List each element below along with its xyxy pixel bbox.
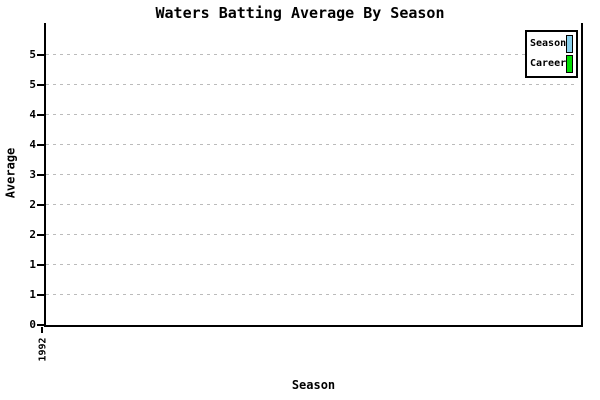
y-tick-label: 1 — [29, 258, 36, 271]
legend-label-career: Career — [530, 58, 567, 69]
y-tick-label: 0 — [29, 318, 36, 331]
y-tick-label: 3 — [29, 168, 36, 181]
gridline — [46, 204, 577, 205]
y-tick-mark — [37, 264, 44, 266]
legend-item-career: Career — [530, 55, 573, 73]
gridline — [46, 234, 577, 235]
gridline — [46, 54, 577, 55]
y-tick-mark — [37, 294, 44, 296]
y-tick-mark — [37, 324, 44, 326]
y-tick-mark — [37, 114, 44, 116]
y-tick-label: 1 — [29, 288, 36, 301]
y-tick-mark — [37, 54, 44, 56]
y-tick-label: 4 — [29, 108, 36, 121]
y-tick-mark — [37, 144, 44, 146]
y-tick-mark — [37, 84, 44, 86]
y-tick-mark — [37, 204, 44, 206]
legend-label-season: Season — [530, 38, 567, 49]
chart-title: Waters Batting Average By Season — [155, 4, 445, 22]
x-tick-mark — [41, 327, 43, 333]
y-tick-label: 4 — [29, 138, 36, 151]
gridline — [46, 84, 577, 85]
y-tick-label: 5 — [29, 48, 36, 61]
y-tick-label: 2 — [29, 198, 36, 211]
legend-item-season: Season — [530, 35, 573, 53]
y-tick-label: 2 — [29, 228, 36, 241]
gridline — [46, 294, 577, 295]
gridline — [46, 264, 577, 265]
y-tick-mark — [37, 234, 44, 236]
career-swatch-icon — [566, 55, 573, 73]
gridline — [46, 144, 577, 145]
y-tick-label: 5 — [29, 78, 36, 91]
legend-box: Season Career — [525, 30, 578, 78]
gridline — [46, 114, 577, 115]
y-axis-title: Average — [3, 147, 18, 199]
plot-area — [44, 23, 583, 327]
x-axis-title: Season — [291, 378, 336, 392]
y-tick-mark — [37, 174, 44, 176]
gridline — [46, 174, 577, 175]
season-swatch-icon — [566, 35, 573, 53]
x-tick-label-1992: 1992 — [37, 336, 49, 362]
